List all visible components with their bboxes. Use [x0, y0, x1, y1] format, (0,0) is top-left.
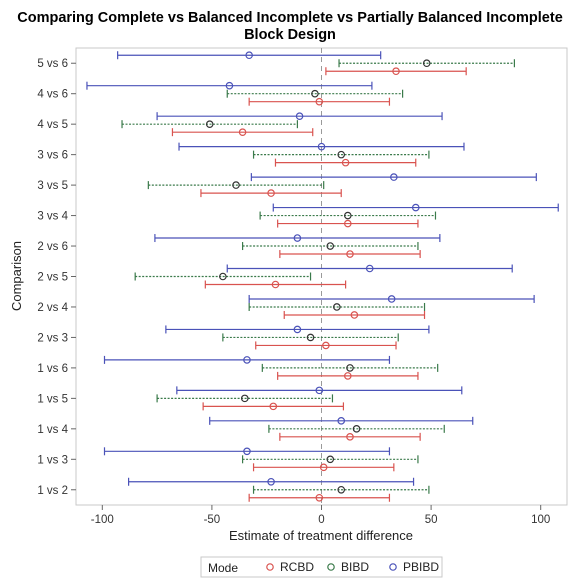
point-estimate-rcbd	[269, 402, 278, 411]
point-estimate-pbibd	[315, 386, 324, 395]
point-estimate-rcbd	[344, 372, 352, 380]
y-tick-label: 1 vs 3	[37, 454, 68, 466]
y-tick-label: 1 vs 5	[37, 393, 68, 405]
legend-marker-pbibd	[389, 563, 397, 571]
point-estimate-bibd	[422, 59, 431, 68]
legend-title: Mode	[208, 561, 238, 575]
y-tick-label: 2 vs 6	[37, 241, 68, 253]
point-estimate-bibd	[326, 455, 335, 464]
y-tick-label: 1 vs 6	[37, 363, 68, 375]
point-estimate-rcbd	[346, 250, 354, 258]
point-estimate-rcbd	[319, 463, 328, 472]
point-estimate-pbibd	[267, 477, 275, 486]
point-estimate-pbibd	[337, 417, 346, 425]
legend-marker-bibd	[327, 563, 335, 571]
legend-items: RCBD BIBD PBIBD	[266, 560, 439, 574]
legend-frame	[200, 556, 443, 578]
y-tick-label: 3 vs 5	[37, 180, 68, 192]
y-tick-label: 2 vs 4	[37, 302, 68, 314]
y-tick-label: 2 vs 5	[37, 272, 68, 284]
point-estimate-bibd	[306, 333, 315, 342]
point-estimate-pbibd	[295, 112, 304, 120]
chart-title-line-2: Block Design	[244, 27, 336, 43]
point-estimate-pbibd	[317, 142, 326, 151]
point-estimate-rcbd	[322, 341, 330, 350]
point-estimate-rcbd	[392, 67, 400, 76]
legend-marker-rcbd	[266, 563, 274, 571]
point-estimate-pbibd	[243, 356, 251, 364]
point-estimate-bibd	[337, 485, 346, 494]
y-tick-label: 4 vs 5	[37, 119, 68, 131]
point-estimate-rcbd	[350, 311, 359, 319]
point-estimate-pbibd	[390, 173, 398, 181]
point-estimate-rcbd	[238, 128, 247, 136]
point-estimate-rcbd	[344, 219, 352, 228]
point-estimate-bibd	[240, 394, 249, 403]
y-axis-label: Comparison	[9, 241, 24, 311]
point-estimate-rcbd	[315, 97, 324, 106]
point-estimate-rcbd	[271, 280, 280, 289]
point-estimate-bibd	[219, 272, 227, 281]
point-estimate-bibd	[232, 181, 240, 189]
x-axis-label: Estimate of treatment difference	[229, 528, 413, 543]
point-estimate-bibd	[326, 242, 335, 250]
y-tick-label: 5 vs 6	[37, 58, 68, 70]
y-tick-label: 3 vs 4	[37, 211, 68, 223]
point-estimate-bibd	[333, 303, 341, 311]
point-estimate-bibd	[344, 211, 352, 220]
point-estimate-bibd	[346, 364, 354, 372]
y-tick-label: 1 vs 4	[37, 424, 68, 436]
legend-label-rcbd: RCBD	[280, 560, 314, 574]
x-tick-label: 50	[425, 514, 438, 526]
point-estimate-pbibd	[293, 234, 302, 242]
point-estimate-pbibd	[387, 295, 396, 303]
point-estimate-bibd	[311, 89, 319, 98]
y-tick-label: 3 vs 6	[37, 150, 68, 162]
legend-label-bibd: BIBD	[341, 560, 369, 574]
legend-label-pbibd: PBIBD	[403, 560, 439, 574]
y-tick-label: 2 vs 3	[37, 332, 68, 344]
point-estimate-pbibd	[225, 81, 234, 90]
point-estimate-bibd	[337, 150, 346, 159]
point-estimate-rcbd	[267, 189, 275, 197]
x-tick-label: 0	[318, 514, 324, 526]
y-tick-label: 1 vs 2	[37, 485, 68, 497]
x-tick-label: -50	[204, 514, 221, 526]
y-tick-label: 4 vs 6	[37, 89, 68, 101]
point-estimate-pbibd	[365, 264, 374, 273]
x-tick-label: 100	[531, 514, 550, 526]
chart-marks: -100 -50 0 50 100 1 vs 2 1 vs 3 1 vs 4 1 vs 5 1 v…	[37, 48, 559, 526]
point-estimate-rcbd	[341, 158, 350, 167]
chart-title-line-1: Comparing Complete vs Balanced Incomplet…	[17, 10, 563, 26]
point-estimate-rcbd	[315, 493, 324, 502]
x-tick-label: -100	[91, 514, 114, 526]
point-estimate-pbibd	[245, 51, 253, 60]
point-estimate-pbibd	[293, 325, 302, 334]
point-estimate-bibd	[352, 425, 361, 433]
legend: Mode RCBD BIBD PBIBD	[200, 556, 443, 578]
point-estimate-bibd	[205, 120, 214, 128]
point-estimate-pbibd	[243, 447, 251, 456]
point-estimate-rcbd	[346, 433, 354, 441]
point-estimate-pbibd	[411, 203, 420, 212]
